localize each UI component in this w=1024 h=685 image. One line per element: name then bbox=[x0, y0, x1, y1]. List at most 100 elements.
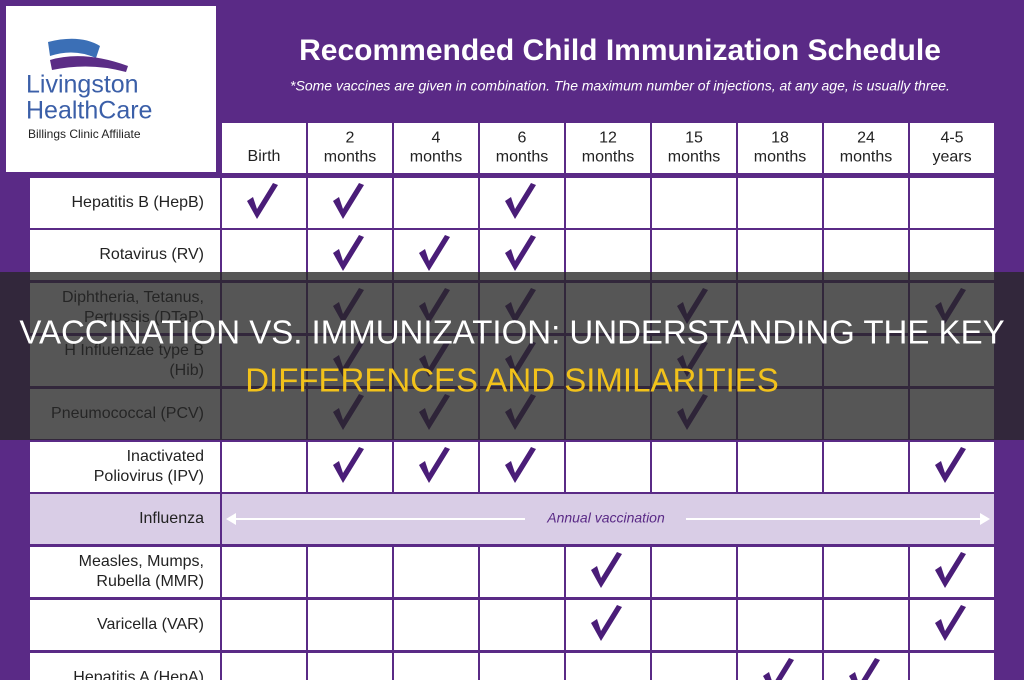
check-mark bbox=[849, 658, 880, 685]
header-cell bbox=[738, 123, 822, 173]
check-mark bbox=[505, 235, 536, 271]
cell bbox=[910, 653, 994, 685]
title: Recommended Child Immunization Schedule bbox=[299, 34, 941, 67]
cell bbox=[394, 600, 478, 650]
column-header: months bbox=[410, 149, 462, 166]
cell bbox=[910, 230, 994, 280]
banner bbox=[0, 272, 1024, 440]
cell bbox=[480, 547, 564, 597]
cell bbox=[738, 547, 822, 597]
row-label-cell bbox=[30, 178, 220, 228]
check-mark bbox=[505, 183, 536, 219]
cell bbox=[738, 600, 822, 650]
logo-wave bbox=[48, 38, 100, 58]
cell bbox=[824, 230, 908, 280]
logo-affiliate: Billings Clinic Affiliate bbox=[28, 127, 141, 141]
cell bbox=[824, 547, 908, 597]
cell bbox=[652, 230, 736, 280]
row-label-cell bbox=[30, 230, 220, 280]
cell bbox=[824, 600, 908, 650]
row-label: Rotavirus (RV) bbox=[99, 246, 204, 263]
check-mark bbox=[333, 183, 364, 219]
column-header: 12 bbox=[599, 130, 617, 147]
check-mark bbox=[591, 605, 622, 641]
row-label: Rubella (MMR) bbox=[96, 573, 204, 590]
cell bbox=[738, 442, 822, 492]
column-header: 18 bbox=[771, 130, 789, 147]
cell bbox=[222, 600, 306, 650]
header-cell bbox=[910, 123, 994, 173]
span-note: Annual vaccination bbox=[546, 510, 665, 526]
check-mark bbox=[935, 447, 966, 483]
row-label-cell bbox=[30, 442, 220, 492]
header-cell bbox=[566, 123, 650, 173]
row-label: Varicella (VAR) bbox=[97, 616, 204, 633]
row-label: Inactivated bbox=[127, 448, 204, 465]
column-header: months bbox=[582, 149, 634, 166]
check-mark bbox=[505, 447, 536, 483]
cell bbox=[824, 442, 908, 492]
row-label: Hepatitis B (HepB) bbox=[72, 194, 205, 211]
row-label: Poliovirus (IPV) bbox=[94, 468, 204, 485]
header-cell bbox=[222, 123, 306, 173]
cell bbox=[308, 600, 392, 650]
cell bbox=[652, 547, 736, 597]
header-cell bbox=[824, 123, 908, 173]
cell bbox=[566, 442, 650, 492]
cell bbox=[910, 178, 994, 228]
column-header: 15 bbox=[685, 130, 703, 147]
banner-line: DIFFERENCES AND SIMILARITIES bbox=[245, 362, 779, 399]
cell bbox=[738, 178, 822, 228]
column-header: years bbox=[932, 149, 971, 166]
check-mark bbox=[419, 235, 450, 271]
column-header: 2 bbox=[346, 130, 355, 147]
cell bbox=[566, 653, 650, 685]
cell bbox=[222, 442, 306, 492]
cell bbox=[652, 653, 736, 685]
header-cell bbox=[652, 123, 736, 173]
check-mark bbox=[247, 183, 278, 219]
cell bbox=[480, 653, 564, 685]
cell bbox=[480, 600, 564, 650]
banner-line: VACCINATION VS. IMMUNIZATION: UNDERSTAND… bbox=[19, 314, 1004, 351]
check-mark bbox=[935, 605, 966, 641]
logo-wave bbox=[50, 56, 128, 72]
logo-name: Livingston bbox=[26, 71, 139, 99]
cell bbox=[394, 653, 478, 685]
cell bbox=[566, 230, 650, 280]
cell bbox=[652, 178, 736, 228]
cell bbox=[738, 230, 822, 280]
header-cell bbox=[308, 123, 392, 173]
cell bbox=[222, 230, 306, 280]
cell bbox=[652, 600, 736, 650]
row-label: Measles, Mumps, bbox=[79, 553, 204, 570]
check-mark bbox=[935, 552, 966, 588]
logo-box bbox=[6, 6, 216, 172]
column-header: months bbox=[324, 149, 376, 166]
cell bbox=[394, 547, 478, 597]
column-header: months bbox=[754, 149, 806, 166]
header-cell bbox=[480, 123, 564, 173]
column-header: 6 bbox=[518, 130, 527, 147]
check-mark bbox=[763, 658, 794, 685]
column-header: Birth bbox=[248, 148, 281, 165]
cell bbox=[652, 442, 736, 492]
check-mark bbox=[419, 447, 450, 483]
check-mark bbox=[333, 235, 364, 271]
cell bbox=[394, 178, 478, 228]
row-label-cell bbox=[30, 600, 220, 650]
cell bbox=[566, 178, 650, 228]
column-header: 4 bbox=[432, 130, 441, 147]
column-header: 4-5 bbox=[940, 130, 963, 147]
logo-name: HealthCare bbox=[26, 97, 152, 125]
cell bbox=[824, 178, 908, 228]
header-cell bbox=[394, 123, 478, 173]
column-header: 24 bbox=[857, 130, 875, 147]
column-header: months bbox=[840, 149, 892, 166]
row-label-cell bbox=[30, 494, 220, 544]
cell bbox=[308, 547, 392, 597]
subtitle: *Some vaccines are given in combination.… bbox=[290, 78, 950, 94]
row-label: Hepatitis A (HepA) bbox=[73, 669, 204, 680]
column-header: months bbox=[496, 149, 548, 166]
